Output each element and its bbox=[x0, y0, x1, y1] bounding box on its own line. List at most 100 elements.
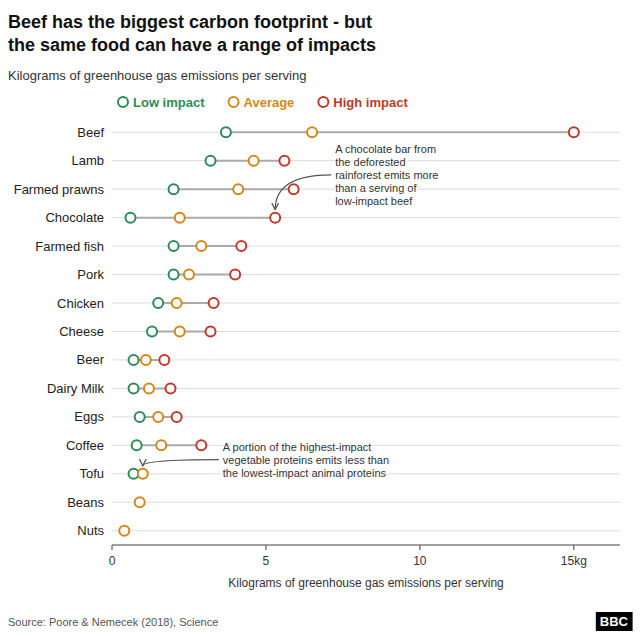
grid-line bbox=[112, 416, 620, 417]
data-point bbox=[172, 412, 182, 422]
data-point bbox=[129, 383, 139, 393]
category-label: Chicken bbox=[57, 296, 104, 311]
data-point bbox=[196, 241, 206, 251]
plot-area bbox=[119, 127, 579, 536]
data-point bbox=[141, 355, 151, 365]
category-label: Lamb bbox=[71, 153, 104, 168]
x-tick-label: 10 bbox=[413, 554, 427, 568]
data-point bbox=[569, 127, 579, 137]
x-axis-label: Kilograms of greenhouse gas emissions pe… bbox=[228, 576, 503, 590]
grid-line bbox=[112, 388, 620, 389]
annotation-arrow bbox=[275, 175, 331, 210]
data-point bbox=[206, 156, 216, 166]
data-point bbox=[209, 298, 219, 308]
legend-marker bbox=[118, 97, 128, 107]
category-label: Beer bbox=[77, 352, 105, 367]
text-line: Beef has the biggest carbon footprint - … bbox=[8, 12, 372, 32]
data-point bbox=[156, 440, 166, 450]
text-line: the same food can have a range of impact… bbox=[8, 35, 376, 55]
data-point bbox=[125, 213, 135, 223]
grid-line bbox=[112, 331, 620, 332]
range-line bbox=[158, 302, 213, 304]
annotation: A chocolate bar fromthe deforestedrainfo… bbox=[335, 143, 438, 207]
grid-line bbox=[112, 217, 620, 218]
data-point bbox=[175, 327, 185, 337]
chart: Beef has the biggest carbon footprint - … bbox=[0, 0, 640, 636]
x-tick bbox=[265, 545, 266, 550]
data-point bbox=[249, 156, 259, 166]
data-point bbox=[169, 241, 179, 251]
text-line: A portion of the highest-impact bbox=[223, 441, 372, 453]
data-point bbox=[270, 213, 280, 223]
data-point bbox=[153, 412, 163, 422]
grid-line bbox=[112, 359, 620, 360]
category-label: Dairy Milk bbox=[47, 381, 105, 396]
data-point bbox=[307, 127, 317, 137]
legend-label: High impact bbox=[333, 95, 408, 110]
text-line: the lowest-impact animal proteins bbox=[223, 467, 387, 479]
data-point bbox=[147, 327, 157, 337]
category-label: Chocolate bbox=[45, 210, 104, 225]
data-point bbox=[169, 270, 179, 280]
data-point bbox=[221, 127, 231, 137]
range-line bbox=[174, 245, 242, 247]
data-point bbox=[129, 355, 139, 365]
legend-marker bbox=[318, 97, 328, 107]
data-point bbox=[153, 298, 163, 308]
category-label: Pork bbox=[77, 267, 104, 282]
category-label: Tofu bbox=[79, 466, 104, 481]
text-line: than a serving of bbox=[335, 182, 417, 194]
data-point bbox=[230, 270, 240, 280]
grid-line bbox=[112, 303, 620, 304]
x-axis-line bbox=[112, 545, 620, 546]
data-point bbox=[119, 526, 129, 536]
x-tick bbox=[419, 545, 420, 550]
data-point bbox=[132, 440, 142, 450]
data-point bbox=[169, 184, 179, 194]
category-label: Nuts bbox=[77, 523, 104, 538]
grid-line bbox=[112, 502, 620, 503]
text-line: A chocolate bar from bbox=[335, 143, 436, 155]
category-label: Beans bbox=[67, 495, 104, 510]
data-point bbox=[206, 327, 216, 337]
logo-box bbox=[596, 612, 633, 631]
subtitle: Kilograms of greenhouse gas emissions pe… bbox=[8, 68, 306, 83]
text-line: the deforested bbox=[335, 156, 405, 168]
text-line: low-impact beef bbox=[335, 195, 413, 207]
range-line bbox=[137, 444, 202, 446]
source: Source: Poore & Nemecek (2018), Science bbox=[8, 616, 218, 628]
category-label: Beef bbox=[77, 125, 104, 140]
grid-line bbox=[112, 132, 620, 133]
text-line: rainforest emits more bbox=[335, 169, 438, 181]
data-point bbox=[184, 270, 194, 280]
annotation: A portion of the highest-impactvegetable… bbox=[223, 441, 389, 479]
data-point bbox=[138, 469, 148, 479]
data-point bbox=[196, 440, 206, 450]
x-tick-label: 0 bbox=[109, 554, 116, 568]
category-label: Coffee bbox=[66, 438, 104, 453]
category-label: Farmed fish bbox=[35, 239, 104, 254]
data-point bbox=[135, 412, 145, 422]
data-point bbox=[289, 184, 299, 194]
grid-line bbox=[112, 530, 620, 531]
grid-line bbox=[112, 246, 620, 247]
text-line: vegetable proteins emits less than bbox=[223, 454, 389, 466]
legend: Low impactAverageHigh impact bbox=[118, 95, 408, 110]
range-line bbox=[174, 274, 236, 276]
range-line bbox=[211, 160, 285, 162]
range-line bbox=[130, 217, 275, 219]
annotation-arrow bbox=[143, 460, 219, 466]
data-point bbox=[144, 383, 154, 393]
legend-marker bbox=[229, 97, 239, 107]
x-tick bbox=[573, 545, 574, 550]
range-line bbox=[226, 131, 574, 133]
data-point bbox=[233, 184, 243, 194]
data-point bbox=[236, 241, 246, 251]
data-point bbox=[135, 497, 145, 507]
x-tick-label: 15kg bbox=[561, 554, 587, 568]
category-label: Farmed prawns bbox=[14, 182, 105, 197]
data-point bbox=[172, 298, 182, 308]
logo: BBC bbox=[600, 614, 629, 629]
data-point bbox=[165, 383, 175, 393]
title: Beef has the biggest carbon footprint - … bbox=[8, 12, 376, 55]
